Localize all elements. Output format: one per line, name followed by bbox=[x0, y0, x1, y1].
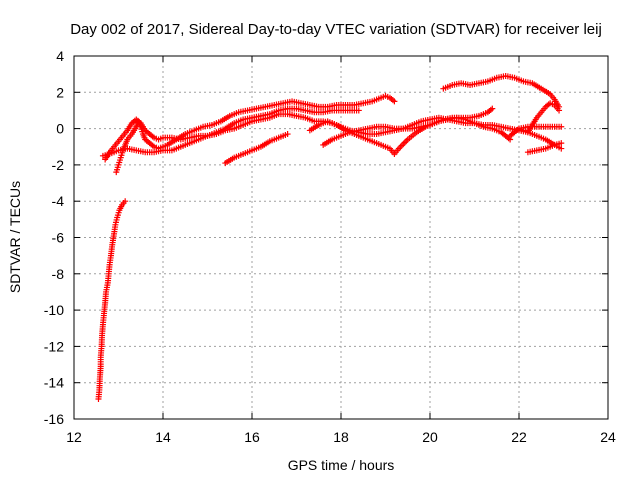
data-point bbox=[558, 145, 565, 152]
x-tick-label: 24 bbox=[600, 429, 616, 445]
series-segment-D bbox=[222, 131, 291, 167]
data-point bbox=[122, 198, 129, 205]
y-tick-label: -6 bbox=[52, 230, 65, 246]
data-point bbox=[558, 123, 565, 130]
series-segment-B bbox=[102, 105, 362, 163]
x-tick-label: 20 bbox=[422, 429, 438, 445]
y-tick-label: -10 bbox=[44, 302, 64, 318]
x-tick-label: 14 bbox=[155, 429, 171, 445]
data-point bbox=[355, 107, 362, 114]
plot-frame bbox=[73, 55, 609, 420]
x-tick-label: 16 bbox=[244, 429, 260, 445]
y-tick-label: -8 bbox=[52, 266, 65, 282]
data-point bbox=[558, 140, 565, 147]
y-tick-label: -2 bbox=[52, 157, 65, 173]
series-initial-rise bbox=[95, 198, 129, 403]
series-segment-F bbox=[320, 114, 514, 148]
x-tick-label: 12 bbox=[66, 429, 82, 445]
x-tick-label: 18 bbox=[333, 429, 349, 445]
x-axis-label: GPS time / hours bbox=[288, 457, 395, 473]
data-points bbox=[95, 72, 565, 403]
data-point bbox=[284, 131, 291, 138]
series-segment-H bbox=[507, 100, 563, 139]
y-tick-label: 0 bbox=[56, 121, 64, 137]
y-axis-label: SDTVAR / TECUs bbox=[7, 181, 23, 293]
data-point bbox=[556, 107, 563, 114]
y-tick-label: 4 bbox=[56, 48, 64, 64]
y-tick-label: -12 bbox=[44, 338, 64, 354]
series-segment-J bbox=[516, 123, 565, 132]
x-tick-label: 22 bbox=[511, 429, 527, 445]
data-point bbox=[391, 98, 398, 105]
data-point bbox=[489, 105, 496, 112]
y-tick-label: -16 bbox=[44, 411, 64, 427]
y-tick-label: -4 bbox=[52, 193, 65, 209]
series-segment-I bbox=[524, 140, 565, 156]
y-tick-label: 2 bbox=[56, 84, 64, 100]
chart-title: Day 002 of 2017, Sidereal Day-to-day VTE… bbox=[70, 21, 602, 38]
y-tick-label: -14 bbox=[44, 375, 64, 391]
